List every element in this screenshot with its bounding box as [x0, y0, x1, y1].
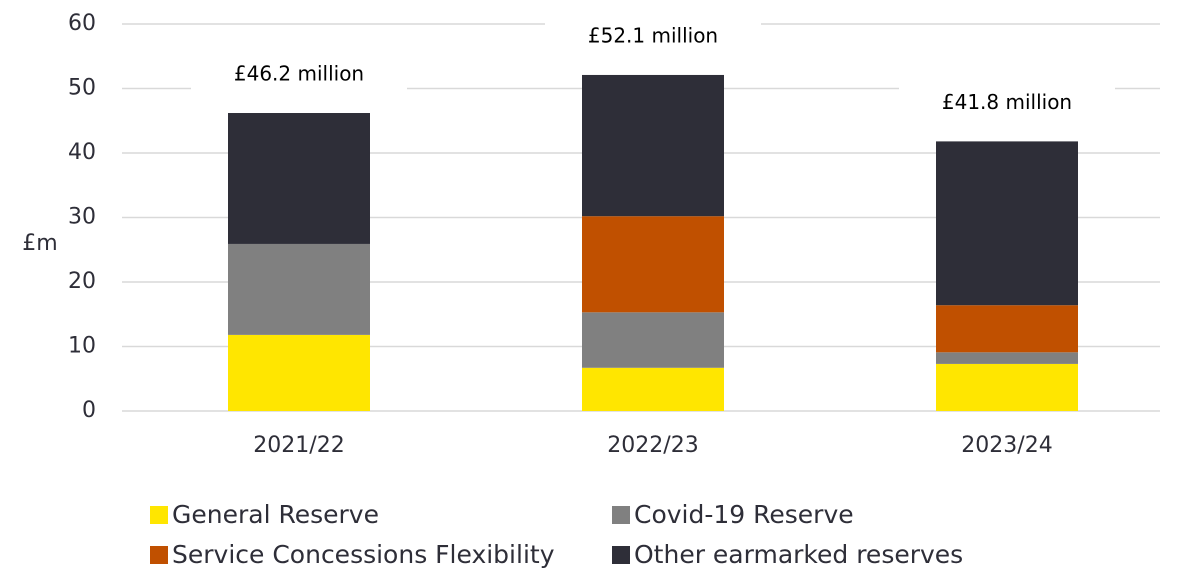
y-tick-label: 50	[68, 76, 96, 101]
legend-label: Service Concessions Flexibility	[172, 540, 555, 569]
y-axis-label: £m	[22, 231, 57, 256]
bar-segment	[228, 243, 370, 335]
x-tick-label: 2021/22	[253, 433, 344, 458]
legend-swatch	[612, 546, 630, 564]
bar-segment	[936, 305, 1078, 353]
bar-segment	[936, 141, 1078, 306]
bar-segment	[582, 216, 724, 313]
y-tick-label: 0	[82, 398, 96, 423]
bar-segment	[936, 363, 1078, 411]
legend-label: General Reserve	[172, 500, 379, 529]
annotation-box	[545, 19, 761, 54]
legend-label: Covid-19 Reserve	[634, 500, 854, 529]
bar-segment	[582, 74, 724, 217]
x-tick-label: 2023/24	[961, 433, 1052, 458]
legend-swatch	[612, 506, 630, 524]
legend-swatch	[150, 546, 168, 564]
annotation-box	[191, 58, 407, 93]
bar-segment	[582, 367, 724, 411]
annotation-box	[899, 86, 1115, 121]
annotation: £46.2 million	[234, 62, 364, 86]
bar-segment	[936, 352, 1078, 364]
legend-swatch	[150, 506, 168, 524]
y-tick-label: 60	[68, 11, 96, 36]
bar-segment	[228, 113, 370, 244]
y-tick-label: 10	[68, 334, 96, 359]
y-tick-label: 30	[68, 205, 96, 230]
legend-label: Other earmarked reserves	[634, 540, 963, 569]
x-tick-label: 2022/23	[607, 433, 698, 458]
y-tick-label: 40	[68, 140, 96, 165]
bar-segment	[228, 334, 370, 411]
bar-segment	[582, 312, 724, 368]
y-tick-label: 20	[68, 269, 96, 294]
annotation: £52.1 million	[588, 23, 718, 47]
annotation: £41.8 million	[942, 90, 1072, 114]
